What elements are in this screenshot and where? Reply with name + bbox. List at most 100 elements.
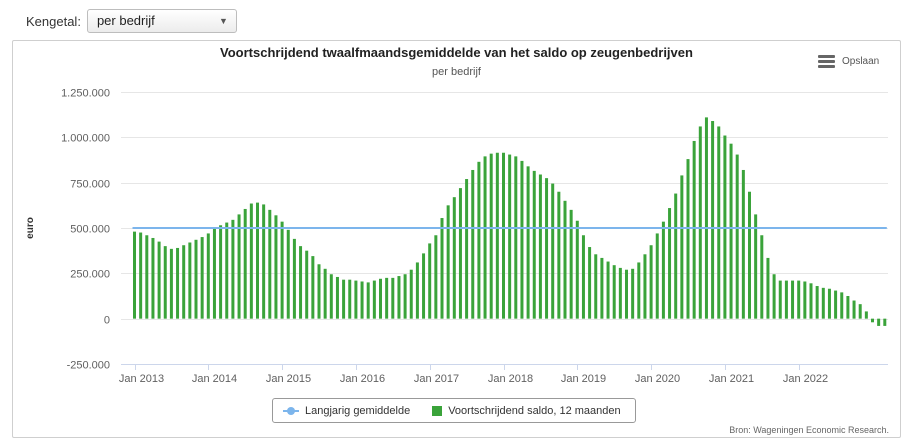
bar-89[interactable] xyxy=(680,175,684,319)
bar-112[interactable] xyxy=(821,287,825,319)
legend-item-rolling-balance[interactable]: Voortschrijdend saldo, 12 maanden xyxy=(410,405,621,417)
bar-67[interactable] xyxy=(545,178,549,319)
bar-34[interactable] xyxy=(342,279,346,319)
bar-122[interactable] xyxy=(883,318,887,326)
bar-102[interactable] xyxy=(760,235,764,319)
bar-29[interactable] xyxy=(311,256,315,319)
bar-32[interactable] xyxy=(329,274,333,319)
bar-107[interactable] xyxy=(791,280,795,319)
bar-82[interactable] xyxy=(637,262,641,319)
bar-117[interactable] xyxy=(852,300,856,319)
bar-121[interactable] xyxy=(877,318,881,326)
bar-59[interactable] xyxy=(495,152,499,319)
bar-70[interactable] xyxy=(563,200,567,319)
bar-52[interactable] xyxy=(452,197,456,319)
bar-113[interactable] xyxy=(827,288,831,319)
bar-103[interactable] xyxy=(766,257,770,319)
bar-79[interactable] xyxy=(618,267,622,319)
bar-115[interactable] xyxy=(840,292,844,319)
bar-11[interactable] xyxy=(200,237,204,319)
bar-12[interactable] xyxy=(206,233,210,319)
bar-69[interactable] xyxy=(557,191,561,319)
bar-26[interactable] xyxy=(292,238,296,319)
bar-106[interactable] xyxy=(784,280,788,319)
bar-25[interactable] xyxy=(286,229,290,319)
bar-17[interactable] xyxy=(237,214,241,319)
bar-84[interactable] xyxy=(649,245,653,319)
bar-99[interactable] xyxy=(741,169,745,319)
bar-87[interactable] xyxy=(668,208,672,319)
bar-44[interactable] xyxy=(403,274,407,319)
bar-110[interactable] xyxy=(809,283,813,319)
bar-62[interactable] xyxy=(514,156,518,319)
bar-6[interactable] xyxy=(169,248,173,319)
bar-100[interactable] xyxy=(748,191,751,319)
bar-95[interactable] xyxy=(717,126,721,319)
bar-94[interactable] xyxy=(711,121,715,319)
bar-38[interactable] xyxy=(366,282,370,319)
bar-111[interactable] xyxy=(815,286,819,319)
bar-114[interactable] xyxy=(834,290,838,319)
bar-63[interactable] xyxy=(520,160,524,319)
bar-120[interactable] xyxy=(871,318,874,323)
export-button[interactable]: Opslaan xyxy=(818,53,879,69)
bar-101[interactable] xyxy=(754,214,758,319)
bar-50[interactable] xyxy=(440,218,444,319)
bar-109[interactable] xyxy=(803,281,807,319)
bar-30[interactable] xyxy=(317,264,321,319)
bar-45[interactable] xyxy=(409,269,413,319)
bar-10[interactable] xyxy=(194,239,198,319)
bar-65[interactable] xyxy=(532,170,536,319)
bar-8[interactable] xyxy=(182,245,186,319)
bar-18[interactable] xyxy=(243,208,247,319)
bar-16[interactable] xyxy=(231,219,235,319)
bar-53[interactable] xyxy=(458,188,462,319)
bar-98[interactable] xyxy=(735,154,739,319)
bar-80[interactable] xyxy=(625,269,628,319)
bar-27[interactable] xyxy=(299,246,303,319)
bar-33[interactable] xyxy=(335,276,339,319)
bar-54[interactable] xyxy=(465,179,469,319)
bar-118[interactable] xyxy=(858,304,862,319)
bar-91[interactable] xyxy=(692,140,696,319)
bar-9[interactable] xyxy=(188,242,192,319)
bar-72[interactable] xyxy=(575,220,579,319)
bar-19[interactable] xyxy=(249,203,253,319)
bar-90[interactable] xyxy=(686,159,690,319)
bar-76[interactable] xyxy=(600,257,604,319)
bar-24[interactable] xyxy=(280,221,284,319)
bar-92[interactable] xyxy=(698,126,702,319)
bar-75[interactable] xyxy=(594,254,598,319)
bar-55[interactable] xyxy=(471,169,475,319)
bar-42[interactable] xyxy=(391,277,395,319)
bar-64[interactable] xyxy=(526,166,530,319)
legend-item-longterm-average[interactable]: Langjarig gemiddelde xyxy=(273,405,410,417)
bar-105[interactable] xyxy=(778,280,782,319)
bar-57[interactable] xyxy=(483,156,487,319)
bar-66[interactable] xyxy=(538,174,542,319)
bar-78[interactable] xyxy=(612,265,616,319)
bar-71[interactable] xyxy=(569,209,573,319)
bar-74[interactable] xyxy=(588,247,592,319)
bar-4[interactable] xyxy=(157,241,161,319)
bar-36[interactable] xyxy=(354,280,358,319)
bar-22[interactable] xyxy=(268,209,272,319)
bar-5[interactable] xyxy=(163,246,167,319)
bar-46[interactable] xyxy=(415,262,419,319)
bar-108[interactable] xyxy=(797,280,801,319)
bar-81[interactable] xyxy=(631,268,635,319)
bar-2[interactable] xyxy=(145,235,149,319)
bar-51[interactable] xyxy=(446,205,450,319)
bar-14[interactable] xyxy=(219,225,223,319)
bar-39[interactable] xyxy=(372,280,376,319)
bar-13[interactable] xyxy=(212,228,216,319)
bar-85[interactable] xyxy=(655,233,659,319)
bar-43[interactable] xyxy=(397,276,401,319)
bar-61[interactable] xyxy=(508,154,512,319)
bar-0[interactable] xyxy=(133,231,136,319)
bar-97[interactable] xyxy=(729,143,733,319)
bar-23[interactable] xyxy=(274,215,278,319)
bar-58[interactable] xyxy=(489,153,493,319)
bar-88[interactable] xyxy=(674,193,678,319)
bar-83[interactable] xyxy=(643,254,647,319)
